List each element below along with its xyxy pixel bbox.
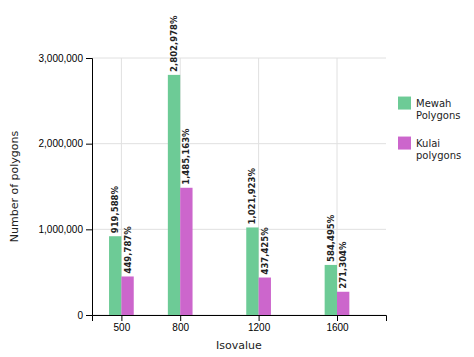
tick-mark xyxy=(180,315,181,321)
x-axis: 500 800 1200 1600 xyxy=(93,315,387,333)
data-label: 1,485,163% xyxy=(181,128,191,185)
plot: 500 800 1200 1600 0 1,000,000 2,000,000 3,000,0… xyxy=(39,15,387,333)
data-label: 2,802,978% xyxy=(169,15,179,72)
legend-swatch xyxy=(398,97,411,110)
tick: 800 xyxy=(172,315,189,333)
tick: 0 xyxy=(77,310,92,321)
data-label: 919,588% xyxy=(110,186,120,234)
legend-item: Kulaipolygons xyxy=(398,137,461,161)
tick-mark xyxy=(86,315,92,316)
tick-mark xyxy=(86,229,92,230)
tick-label: 3,000,000 xyxy=(39,53,84,64)
bar xyxy=(180,188,192,315)
tick-mark xyxy=(337,315,338,321)
data-label: 1,021,923% xyxy=(247,168,257,225)
axis-line xyxy=(86,59,93,316)
tick-label: 800 xyxy=(172,322,189,333)
grid-line xyxy=(92,58,386,59)
bar xyxy=(246,227,258,315)
tick-mark xyxy=(86,144,92,145)
bars xyxy=(109,75,349,315)
tick-label: 1200 xyxy=(248,322,271,333)
bar xyxy=(121,276,133,315)
bar xyxy=(325,265,337,315)
bar xyxy=(168,75,180,315)
tick-mark xyxy=(86,58,92,59)
bar xyxy=(259,278,271,315)
tick-label: 1,000,000 xyxy=(39,224,84,235)
grid-line xyxy=(92,143,386,144)
tick: 1,000,000 xyxy=(39,224,93,235)
tick: 3,000,000 xyxy=(39,53,93,64)
data-label: 584,495% xyxy=(326,214,336,262)
data-label: 437,425% xyxy=(260,227,270,275)
legend: MewahPolygons Kulaipolygons xyxy=(398,97,461,161)
tick-label: 1600 xyxy=(326,322,349,333)
data-label: 271,304% xyxy=(338,241,348,289)
data-label: 449,787% xyxy=(123,226,133,274)
y-axis-title: Number of polygons xyxy=(8,130,21,242)
y-axis: 0 1,000,000 2,000,000 3,000,000 xyxy=(39,53,93,321)
tick: 2,000,000 xyxy=(39,138,93,149)
data-labels: 919,588% 2,802,978% 1,021,923% 584,495% 449,… xyxy=(110,15,348,289)
legend-label: MewahPolygons xyxy=(416,98,461,121)
tick: 1200 xyxy=(248,315,271,333)
tick-label: 500 xyxy=(114,322,131,333)
x-axis-title: Isovalue xyxy=(216,339,262,352)
legend-label: Kulaipolygons xyxy=(416,138,461,161)
grid xyxy=(92,58,386,315)
legend-item: MewahPolygons xyxy=(398,97,461,121)
chart: 500 800 1200 1600 0 1,000,000 2,000,000 3,000,0… xyxy=(0,0,474,357)
tick-label: 2,000,000 xyxy=(39,138,84,149)
legend-swatch xyxy=(398,137,411,150)
tick: 1600 xyxy=(326,315,349,333)
tick: 500 xyxy=(114,315,131,333)
bar xyxy=(109,236,121,315)
bar xyxy=(337,292,349,315)
axis-line xyxy=(93,316,387,322)
tick-mark xyxy=(259,315,260,321)
grid-line xyxy=(92,229,386,230)
tick-mark xyxy=(121,315,122,321)
tick-label: 0 xyxy=(77,310,83,321)
